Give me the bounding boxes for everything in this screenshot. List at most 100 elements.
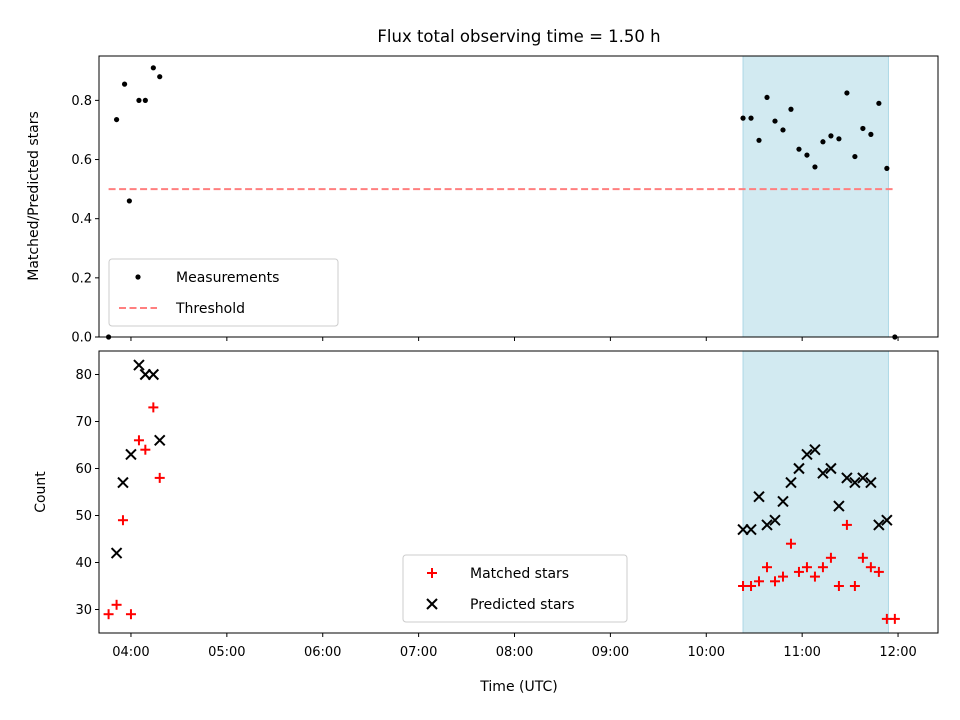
matched-stars-point: [841, 519, 852, 530]
shaded-interval: [743, 351, 889, 633]
x-tick-label: 08:00: [496, 645, 533, 660]
x-tick-label: 05:00: [208, 645, 245, 660]
predicted-stars-point-b: [133, 359, 145, 371]
legend-swatch-predicted-stars: [426, 598, 438, 610]
measurements-point: [812, 164, 818, 170]
measurements-point: [157, 74, 163, 80]
predicted-stars-point: [849, 476, 861, 489]
predicted-stars-point: [745, 523, 757, 536]
measurements-point: [820, 139, 826, 145]
measurements-point: [796, 146, 802, 152]
measurements-point: [126, 198, 132, 204]
matched-stars-point: [117, 515, 128, 526]
matched-stars-point: [785, 538, 796, 549]
legend-box: [402, 554, 628, 623]
x-tick-label: 12:00: [879, 645, 916, 660]
matched-stars-point: [777, 571, 788, 582]
legend-swatch-matched-stars: [427, 568, 437, 578]
measurements-point: [756, 137, 762, 143]
predicted-stars-point-b: [110, 547, 123, 559]
data-layer: [103, 359, 900, 624]
measurements-point: [740, 115, 746, 121]
measurements-point: [836, 136, 842, 142]
predicted-stars-point-b: [857, 472, 869, 484]
x-tick-label: 06:00: [304, 645, 341, 660]
matched-stars-point: [833, 581, 844, 591]
predicted-stars-point-b: [833, 500, 845, 512]
predicted-stars-point: [841, 472, 853, 484]
predicted-stars-point: [117, 476, 129, 489]
predicted-stars-point-b: [745, 523, 757, 536]
matched-stars-point: [889, 613, 900, 624]
predicted-stars-point: [809, 443, 821, 456]
measurements-point: [868, 131, 874, 137]
predicted-stars-point: [801, 448, 813, 461]
y-tick-label: 60: [75, 462, 92, 477]
predicted-stars-point-b: [865, 476, 877, 489]
shaded-interval: [743, 56, 889, 337]
predicted-stars-point-b: [849, 476, 861, 489]
measurements-point: [142, 97, 148, 103]
predicted-stars-point: [133, 359, 145, 371]
measurements-point: [136, 97, 142, 103]
matched-stars-point: [865, 562, 876, 573]
predicted-stars-point-b: [117, 476, 129, 489]
measurements-point: [121, 81, 128, 87]
data-layer: [105, 65, 898, 340]
measurements-point: [150, 65, 156, 71]
predicted-stars-point: [777, 495, 789, 508]
matched-stars-point: [111, 599, 122, 610]
top-panel-y-axis-label: Matched/Predicted stars: [26, 111, 42, 281]
matched-stars-point: [754, 576, 765, 587]
predicted-stars-point-b: [825, 462, 837, 475]
matched-stars-point: [801, 562, 812, 573]
predicted-stars-point-b: [801, 448, 813, 461]
legend-label-measurements: Measurements: [176, 270, 279, 286]
measurements-point: [828, 133, 834, 139]
predicted-stars-point-b: [817, 467, 829, 479]
x-tick-label: 07:00: [400, 645, 437, 660]
predicted-stars-point-b: [873, 519, 885, 531]
x-tick-label: 10:00: [688, 645, 725, 660]
plot-layer: 0.0 0.2 0.4 0.6 0.8 Measurements Threshold 30 40…: [71, 55, 939, 660]
predicted-stars-point: [761, 519, 773, 531]
predicted-stars-point-b: [841, 472, 853, 484]
matched-stars-point: [817, 562, 828, 573]
matched-stars-point: [793, 566, 804, 577]
y-tick-label: 0.6: [71, 153, 92, 168]
matched-stars-point: [746, 581, 757, 591]
predicted-stars-point-b: [785, 476, 797, 489]
predicted-stars-point: [769, 514, 781, 526]
measurements-point: [884, 165, 890, 171]
y-tick-label: 50: [75, 509, 92, 524]
y-tick-label: 80: [75, 368, 92, 383]
measurements-point: [804, 152, 810, 158]
measurements-point: [788, 106, 794, 112]
measurements-point: [860, 125, 866, 132]
predicted-stars-point-b: [125, 448, 137, 461]
predicted-stars-point: [881, 514, 893, 526]
measurements-point: [772, 118, 778, 124]
measurements-point: [852, 153, 858, 160]
x-axis-label: Time (UTC): [479, 679, 557, 695]
legend-box: [108, 258, 339, 327]
matched-stars-point: [148, 402, 159, 413]
legend: Measurements Threshold: [108, 258, 339, 327]
predicted-stars-point-b: [753, 490, 765, 503]
predicted-stars-point: [110, 547, 123, 559]
predicted-stars-point-b: [761, 519, 773, 531]
predicted-stars-point: [785, 476, 797, 489]
predicted-stars-point-b: [881, 514, 893, 526]
axes-frame: [98, 55, 939, 338]
matched-stars-point: [825, 552, 836, 563]
predicted-stars-point: [147, 368, 160, 381]
matched-stars-point: [154, 472, 165, 483]
x-tick-label: 11:00: [783, 645, 820, 660]
y-tick-label: 0.8: [71, 94, 92, 109]
legend-label-predicted-stars: Predicted stars: [470, 597, 575, 613]
predicted-stars-point-b: [147, 368, 160, 381]
measurements-point: [780, 127, 786, 133]
legend-label-matched-stars: Matched stars: [470, 566, 569, 582]
predicted-stars-point-b: [793, 462, 805, 475]
